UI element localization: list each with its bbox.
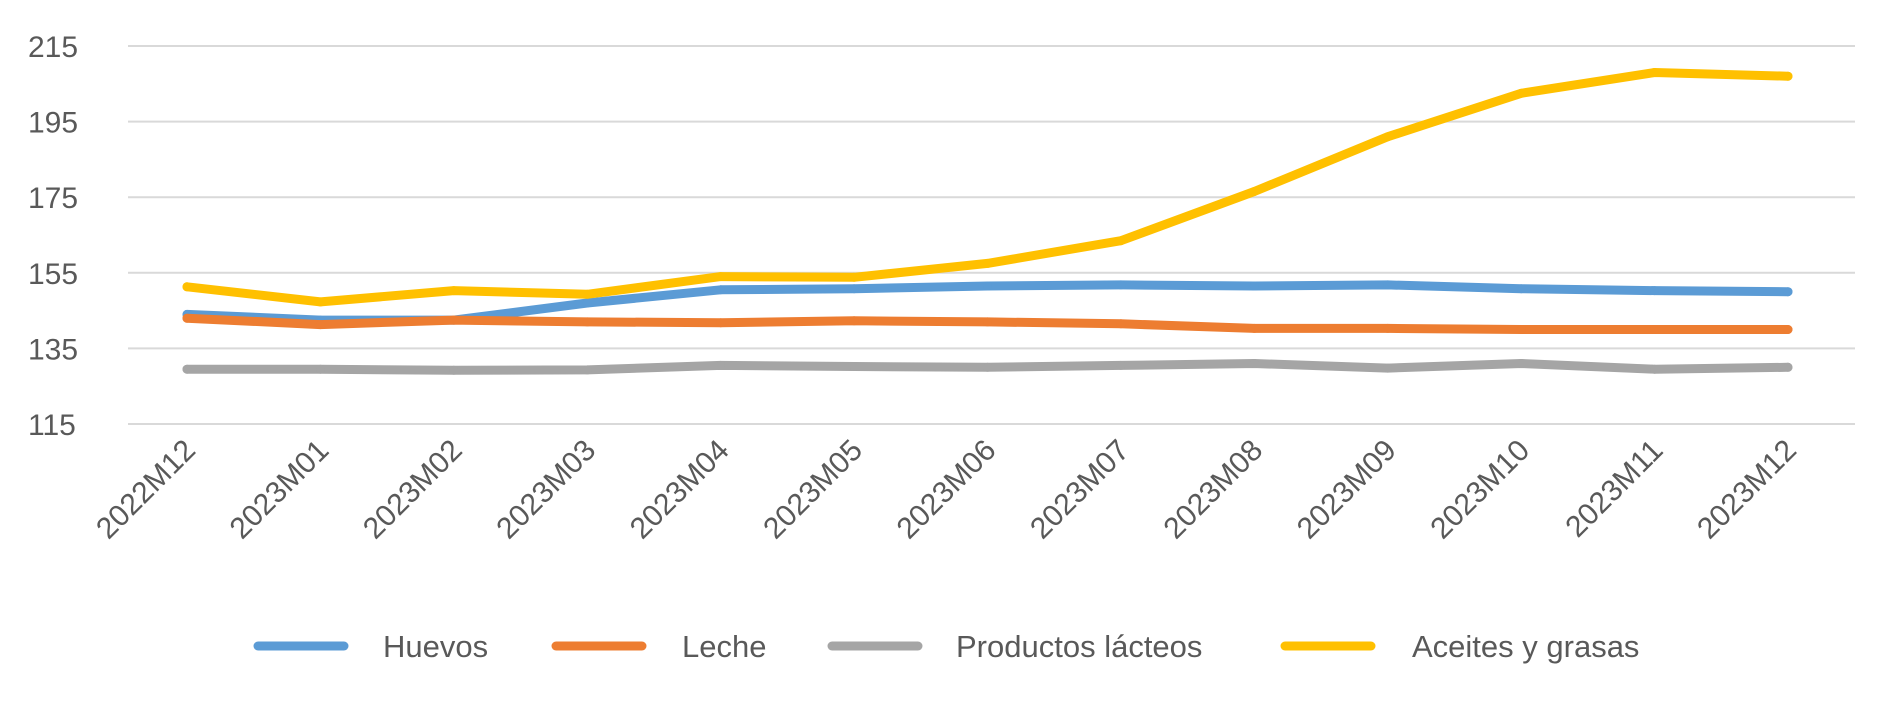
data-point [315, 364, 325, 374]
data-point [1116, 280, 1126, 290]
x-tick-label: 2023M05 [757, 434, 869, 546]
data-point [716, 272, 726, 282]
y-axis-ticks: 115 135 155 175 195 215 [28, 31, 78, 442]
y-tick-label: 195 [28, 107, 78, 140]
data-point [582, 289, 592, 299]
data-point [1249, 323, 1259, 333]
data-point [1516, 284, 1526, 294]
data-point [1516, 325, 1526, 334]
legend: Huevos Leche Productos lácteos Aceites y gr… [253, 629, 1639, 664]
series-points-leche [182, 313, 1793, 334]
data-point [1383, 280, 1393, 290]
data-point [1650, 286, 1660, 296]
data-point [182, 282, 192, 292]
data-point [315, 297, 325, 307]
x-tick-label: 2023M06 [891, 434, 1003, 546]
data-point [582, 317, 592, 327]
x-tick-label: 2023M02 [357, 434, 469, 546]
data-point [182, 364, 192, 374]
data-point [849, 272, 859, 282]
data-point [1516, 88, 1526, 98]
data-point [716, 318, 726, 328]
data-point [1383, 323, 1393, 333]
data-point [1783, 71, 1793, 81]
data-point [1783, 325, 1793, 334]
data-point [315, 320, 325, 330]
data-point [1650, 68, 1660, 77]
series-points-productos-lacteos [182, 359, 1793, 375]
data-point [1249, 281, 1259, 291]
data-point [1116, 360, 1126, 370]
y-tick-label: 155 [28, 258, 78, 291]
data-point [1249, 187, 1259, 196]
y-tick-label: 115 [28, 409, 76, 442]
data-point [1116, 236, 1126, 246]
legend-item-huevos: Huevos [253, 629, 488, 664]
data-point [1383, 132, 1393, 142]
data-point [449, 365, 459, 375]
data-point [983, 317, 992, 327]
legend-item-productos-lacteos: Productos lácteos [827, 629, 1202, 664]
x-axis-ticks: 2022M12 2023M01 2023M02 2023M03 2023M04 2023M… [90, 434, 1803, 546]
x-tick-label: 2023M08 [1157, 434, 1269, 546]
legend-label: Leche [682, 629, 766, 664]
y-tick-label: 175 [28, 182, 78, 215]
y-tick-label: 215 [28, 31, 78, 64]
data-point [716, 285, 726, 295]
legend-label: Huevos [383, 629, 488, 664]
data-point [1783, 287, 1793, 297]
data-point [449, 315, 459, 325]
data-point [983, 362, 992, 372]
data-point [1783, 362, 1793, 372]
data-point [1650, 325, 1660, 334]
data-point [849, 316, 859, 326]
x-tick-label: 2023M01 [224, 434, 336, 546]
x-tick-label: 2023M12 [1691, 434, 1803, 546]
data-point [849, 362, 859, 371]
legend-label: Aceites y grasas [1412, 629, 1639, 664]
series-points-aceites-y-grasas [182, 68, 1793, 307]
x-tick-label: 2023M09 [1291, 434, 1403, 546]
legend-item-leche: Leche [551, 629, 766, 664]
data-point [983, 258, 992, 268]
x-tick-label: 2022M12 [90, 434, 202, 546]
data-point [582, 365, 592, 375]
data-point [983, 281, 992, 291]
x-tick-label: 2023M03 [490, 434, 602, 546]
data-point [1116, 319, 1126, 329]
legend-item-aceites-y-grasas: Aceites y grasas [1280, 629, 1639, 664]
y-tick-label: 135 [28, 333, 78, 366]
data-point [1249, 359, 1259, 368]
data-point [182, 313, 192, 323]
data-point [582, 298, 592, 308]
data-point [1516, 359, 1526, 368]
data-point [849, 284, 859, 294]
data-point [449, 286, 459, 296]
x-tick-label: 2023M10 [1424, 434, 1536, 546]
legend-label: Productos lácteos [956, 629, 1202, 664]
series-lines [182, 68, 1793, 375]
x-tick-label: 2023M04 [624, 434, 736, 546]
x-tick-label: 2023M11 [1559, 434, 1669, 544]
data-point [716, 360, 726, 370]
gridlines [128, 45, 1855, 425]
data-point [1383, 363, 1393, 373]
x-tick-label: 2023M07 [1024, 434, 1136, 546]
data-point [1650, 364, 1660, 374]
